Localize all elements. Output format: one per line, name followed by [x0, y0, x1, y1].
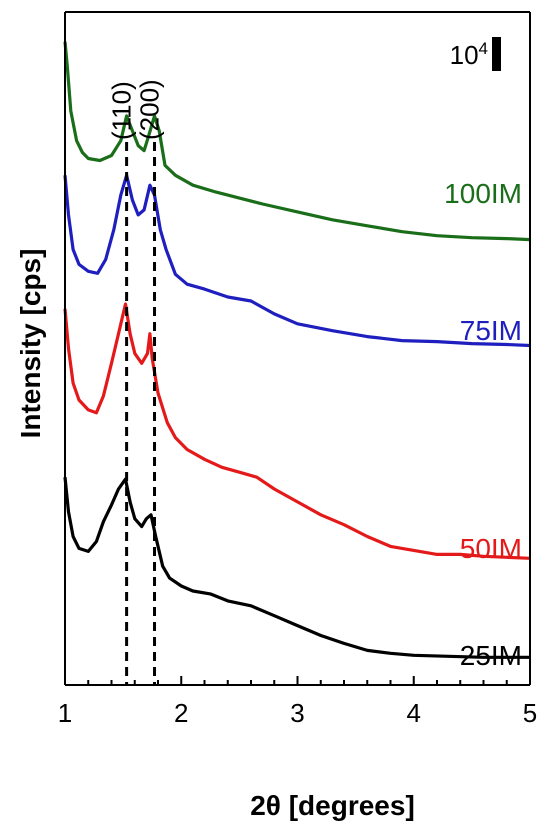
x-tick-label: 3 — [290, 698, 304, 728]
peak-label-1: (110) — [107, 81, 137, 140]
x-axis-title: 2θ [degrees] — [250, 790, 415, 821]
series-label-100im: 100IM — [444, 178, 522, 209]
series-label-50im: 50IM — [460, 533, 522, 564]
labels: 100IM 75IM 50IM 25IM (110)(200) 1 2 3 4 5 2θ [degr… — [15, 37, 537, 821]
scale-bar — [492, 37, 501, 71]
scale-bar-exponent: 4 — [479, 39, 488, 58]
x-tick-label: 2 — [174, 698, 188, 728]
series-line-100im — [63, 41, 531, 242]
axes — [64, 11, 531, 686]
scale-bar-base: 10 — [450, 40, 479, 70]
series-layer — [63, 41, 531, 659]
x-tick-label: 5 — [523, 698, 537, 728]
series-line-75im — [63, 173, 531, 348]
reference-lines — [125, 142, 157, 685]
series-line-25im — [63, 477, 530, 659]
y-axis-title: Intensity [cps] — [15, 249, 46, 439]
x-tick-label: 1 — [58, 698, 72, 728]
peak-label-2: (200) — [135, 79, 165, 140]
scale-bar-label: 104 — [450, 39, 488, 70]
series-label-75im: 75IM — [460, 315, 522, 346]
series-label-25im: 25IM — [460, 640, 522, 671]
series-line-50im — [63, 302, 531, 560]
x-tick-label: 4 — [407, 698, 421, 728]
